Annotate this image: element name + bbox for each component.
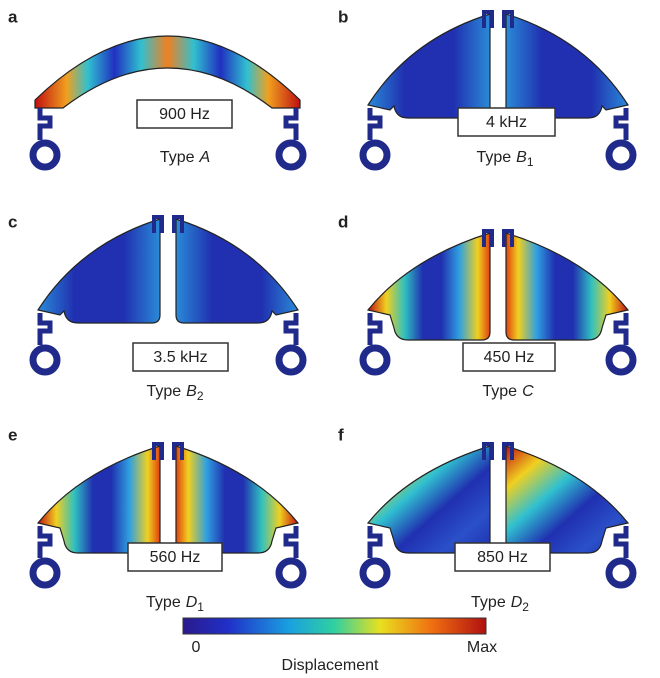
panel: b 4 kHz Type B1 bbox=[338, 7, 633, 169]
foot-ring bbox=[609, 143, 633, 167]
hinge bbox=[370, 108, 380, 140]
wing-right bbox=[506, 14, 628, 118]
colorbar: 0 Max Displacement bbox=[183, 618, 497, 674]
wing-left bbox=[368, 14, 490, 118]
hinge bbox=[40, 313, 50, 345]
type-letter: C bbox=[522, 383, 534, 400]
foot-ring bbox=[363, 348, 387, 372]
frequency-label: 4 kHz bbox=[486, 114, 527, 131]
wing-left bbox=[38, 219, 160, 323]
foot-ring bbox=[363, 143, 387, 167]
figure: a900 HzTypeAb4 kHzTypeB1c3.5 kHzTypeB2d4… bbox=[0, 0, 660, 678]
wing-right bbox=[506, 446, 628, 553]
hinge bbox=[616, 108, 626, 140]
foot-ring bbox=[279, 143, 303, 167]
panel: d 450 Hz Type C bbox=[338, 212, 633, 400]
foot-ring bbox=[33, 561, 57, 585]
type-letter: D bbox=[186, 594, 198, 611]
hinge bbox=[40, 108, 50, 140]
hinge bbox=[616, 526, 626, 558]
type-letter: B bbox=[186, 383, 197, 400]
foot-ring bbox=[33, 143, 57, 167]
hinge bbox=[286, 526, 296, 558]
type-letter: B bbox=[516, 149, 527, 166]
wing-right bbox=[176, 219, 298, 323]
wing-right bbox=[506, 233, 628, 340]
hinge bbox=[370, 526, 380, 558]
frequency-label: 560 Hz bbox=[150, 549, 201, 566]
panel-letter: b bbox=[338, 7, 348, 26]
panel-letter: c bbox=[8, 212, 17, 231]
foot-ring bbox=[609, 561, 633, 585]
type-subscript: 1 bbox=[197, 600, 204, 614]
type-prefix: Type bbox=[146, 383, 181, 400]
type-prefix: Type bbox=[471, 594, 506, 611]
type-label: Type D2 bbox=[471, 594, 529, 614]
wing-right bbox=[176, 446, 298, 553]
type-subscript: 2 bbox=[197, 389, 204, 403]
frequency-label: 3.5 kHz bbox=[153, 349, 207, 366]
colorbar-max: Max bbox=[467, 639, 497, 656]
hinge bbox=[616, 313, 626, 345]
panel-letter: f bbox=[338, 425, 344, 444]
frequency-label: 450 Hz bbox=[484, 349, 535, 366]
hinge bbox=[286, 313, 296, 345]
foot-ring bbox=[279, 561, 303, 585]
type-subscript: 1 bbox=[527, 155, 534, 169]
type-prefix: Type bbox=[476, 149, 511, 166]
wing-left bbox=[38, 446, 160, 553]
colorbar-title: Displacement bbox=[282, 657, 379, 674]
type-label: Type B2 bbox=[146, 383, 203, 403]
panel-letter: d bbox=[338, 212, 348, 231]
foot-ring bbox=[279, 348, 303, 372]
panel-shape bbox=[363, 12, 633, 167]
type-label: Type D1 bbox=[146, 594, 204, 614]
panel: e 560 Hz Type D1 bbox=[8, 425, 303, 614]
type-prefix: Type bbox=[146, 594, 181, 611]
hinge bbox=[370, 313, 380, 345]
type-subscript: 2 bbox=[522, 600, 529, 614]
type-letter: A bbox=[199, 149, 211, 166]
hinge bbox=[286, 108, 296, 140]
hinge bbox=[40, 526, 50, 558]
foot-ring bbox=[609, 348, 633, 372]
frequency-label: 850 Hz bbox=[477, 549, 528, 566]
type-label: Type C bbox=[482, 383, 534, 400]
type-letter: D bbox=[511, 594, 523, 611]
frequency-label: 900 Hz bbox=[159, 106, 210, 123]
type-prefix: Type bbox=[482, 383, 517, 400]
panel: f 850 Hz Type D2 bbox=[338, 425, 633, 614]
panel-letter: e bbox=[8, 425, 17, 444]
type-label: Type B1 bbox=[476, 149, 533, 169]
type-prefix: Type bbox=[160, 149, 195, 166]
foot-ring bbox=[33, 348, 57, 372]
panel: c 3.5 kHz Type B2 bbox=[8, 212, 303, 403]
colorbar-min: 0 bbox=[192, 639, 201, 656]
wing-left bbox=[368, 233, 490, 340]
plate bbox=[35, 36, 300, 108]
wing-left bbox=[368, 446, 490, 553]
colorbar-gradient bbox=[183, 618, 486, 634]
panel-letter: a bbox=[8, 7, 18, 26]
foot-ring bbox=[363, 561, 387, 585]
